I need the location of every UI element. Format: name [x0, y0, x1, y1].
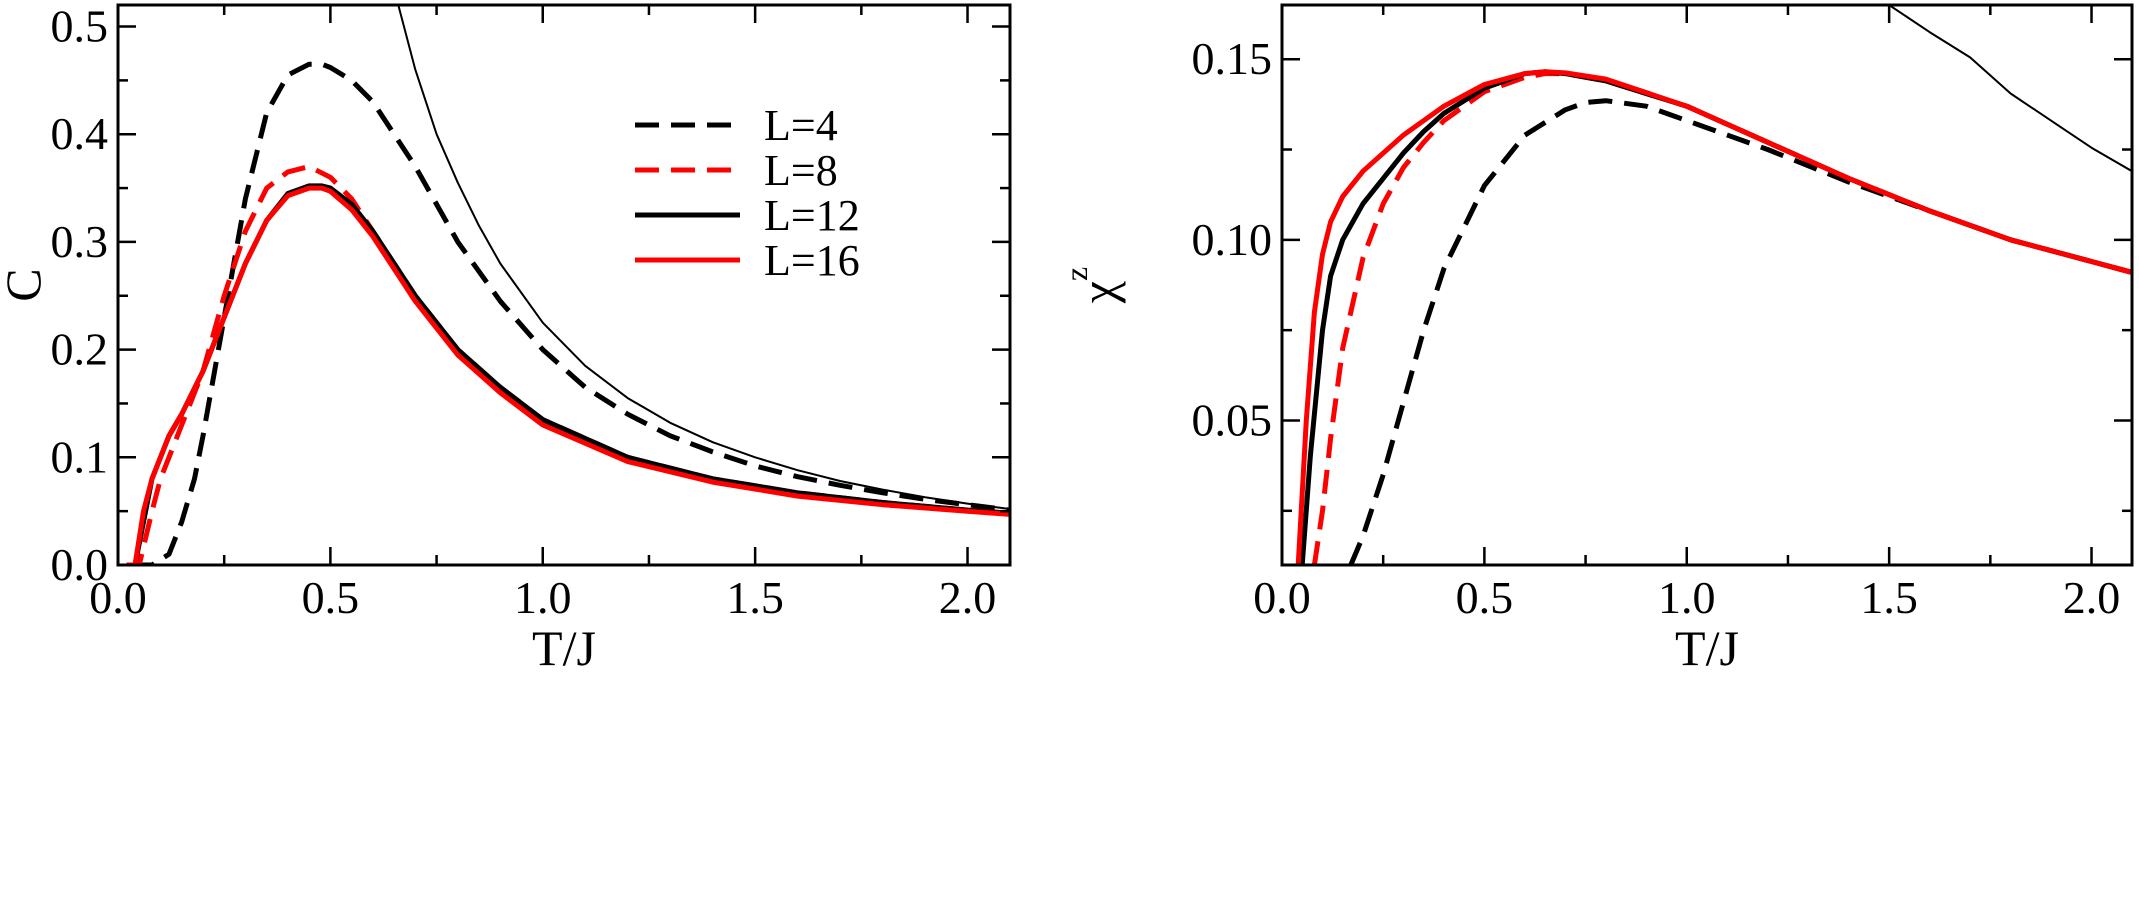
y-axis-label-superscript: z — [1058, 267, 1094, 281]
x-axis-label: T/J — [532, 620, 596, 676]
y-axis-label: C — [0, 268, 51, 301]
series-line-reference — [397, 5, 1010, 510]
legend: L=4L=8L=12L=16 — [635, 101, 860, 285]
x-tick-label: 0.0 — [89, 572, 147, 623]
y-tick-label: 0.5 — [51, 1, 109, 52]
x-tick-label: 2.0 — [2063, 572, 2121, 623]
y-tick-label: 0.3 — [51, 216, 109, 267]
legend-label: L=4 — [764, 101, 838, 150]
y-tick-label: 0.2 — [51, 324, 109, 375]
x-tick-label: 1.5 — [1860, 572, 1918, 623]
y-tick-label: 0.15 — [1192, 33, 1273, 84]
legend-label: L=12 — [764, 191, 860, 240]
susceptibility-panel: 0.0 0.5 1.0 1.5 2.0 0.05 0.10 0.15 T/J χz — [1058, 3, 2134, 676]
legend-label: L=8 — [764, 146, 838, 195]
x-tick-label: 0.0 — [1253, 572, 1311, 623]
series-line-reference — [1888, 5, 2132, 173]
legend-label: L=16 — [764, 236, 860, 285]
series-line-L4 — [130, 61, 1010, 565]
x-tick-label: 1.5 — [726, 572, 784, 623]
y-tick-label: 0.1 — [51, 431, 109, 482]
series-group — [126, 5, 1010, 565]
plot-frame — [116, 3, 1012, 567]
y-tick-label: 0.05 — [1192, 394, 1273, 445]
series-line-L4 — [1348, 98, 2132, 565]
specific-heat-panel: 0.0 0.5 1.0 1.5 2.0 0.0 0.1 0.2 0.3 0.4 0.5 T/J C L=4… — [0, 1, 1012, 676]
x-tick-label: 2.0 — [939, 572, 997, 623]
x-tick-label: 0.5 — [302, 572, 360, 623]
series-line-L8 — [1311, 71, 2132, 565]
series-group — [1295, 5, 2132, 565]
x-tick-label: 1.0 — [1658, 572, 1716, 623]
series-line-L16 — [126, 185, 1010, 565]
plot-frame — [1280, 3, 2134, 567]
y-axis-label: χz — [1058, 267, 1126, 304]
series-line-L16 — [1295, 69, 2132, 565]
y-tick-label: 0.0 — [51, 539, 109, 590]
y-tick-label: 0.10 — [1192, 214, 1273, 265]
x-tick-label: 0.5 — [1456, 572, 1514, 623]
x-tick-label: 1.0 — [514, 572, 572, 623]
x-axis-label: T/J — [1675, 620, 1739, 676]
y-tick-label: 0.4 — [51, 108, 109, 159]
